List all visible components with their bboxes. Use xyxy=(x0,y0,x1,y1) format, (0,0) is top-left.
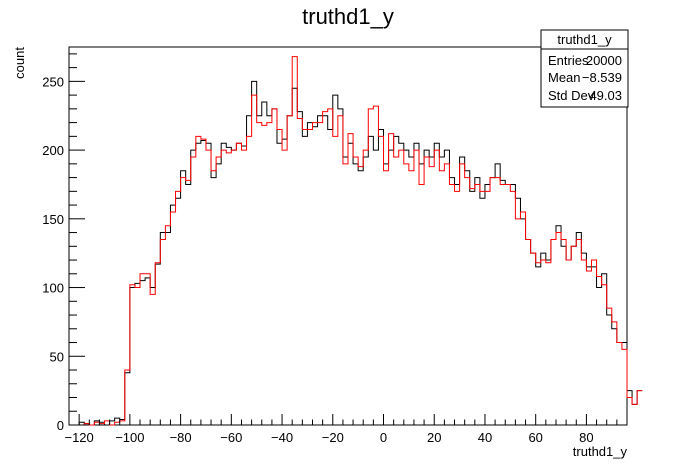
x-tick-label: −120 xyxy=(64,430,93,445)
stats-box-title: truthd1_y xyxy=(557,32,612,47)
y-axis-ticks: 0 50 100 150 200 250 xyxy=(42,53,85,433)
stats-entries-label: Entries xyxy=(548,53,589,68)
plot-area: −120 −100 −80 −60 −40 −20 0 20 40 60 80 0 50 100 150 2… xyxy=(42,46,643,445)
chart-title: truthd1_y xyxy=(302,4,394,29)
x-tick-label: −100 xyxy=(115,430,144,445)
x-tick-label: −40 xyxy=(271,430,293,445)
y-tick-label: 150 xyxy=(42,212,64,227)
x-tick-label: 60 xyxy=(528,430,542,445)
x-tick-label: 80 xyxy=(579,430,593,445)
x-tick-label: −80 xyxy=(170,430,192,445)
histogram-series-red xyxy=(69,56,643,426)
stats-entries-value: 20000 xyxy=(586,53,622,68)
x-tick-label: 40 xyxy=(478,430,492,445)
y-tick-label: 50 xyxy=(50,349,64,364)
x-axis-label: truthd1_y xyxy=(573,444,628,459)
plot-frame xyxy=(68,46,628,426)
x-tick-label: −20 xyxy=(322,430,344,445)
x-tick-label: 20 xyxy=(427,430,441,445)
stats-mean-label: Mean xyxy=(548,70,581,85)
x-tick-label: 0 xyxy=(380,430,387,445)
stats-box-frame xyxy=(540,29,629,108)
y-tick-label: 0 xyxy=(57,418,64,433)
y-axis-label: count xyxy=(12,47,27,79)
x-axis-ticks: −120 −100 −80 −60 −40 −20 0 20 40 60 80 xyxy=(64,414,628,445)
y-tick-label: 200 xyxy=(42,143,64,158)
histogram-series-black xyxy=(69,80,643,426)
stats-box: truthd1_y Entries 20000 Mean −8.539 Std … xyxy=(540,29,629,108)
y-tick-label: 250 xyxy=(42,74,64,89)
stats-mean-value: −8.539 xyxy=(582,70,622,85)
y-tick-label: 100 xyxy=(42,281,64,296)
stats-stddev-label: Std Dev xyxy=(548,88,595,103)
x-tick-label: −60 xyxy=(220,430,242,445)
stats-stddev-value: 49.03 xyxy=(589,88,622,103)
